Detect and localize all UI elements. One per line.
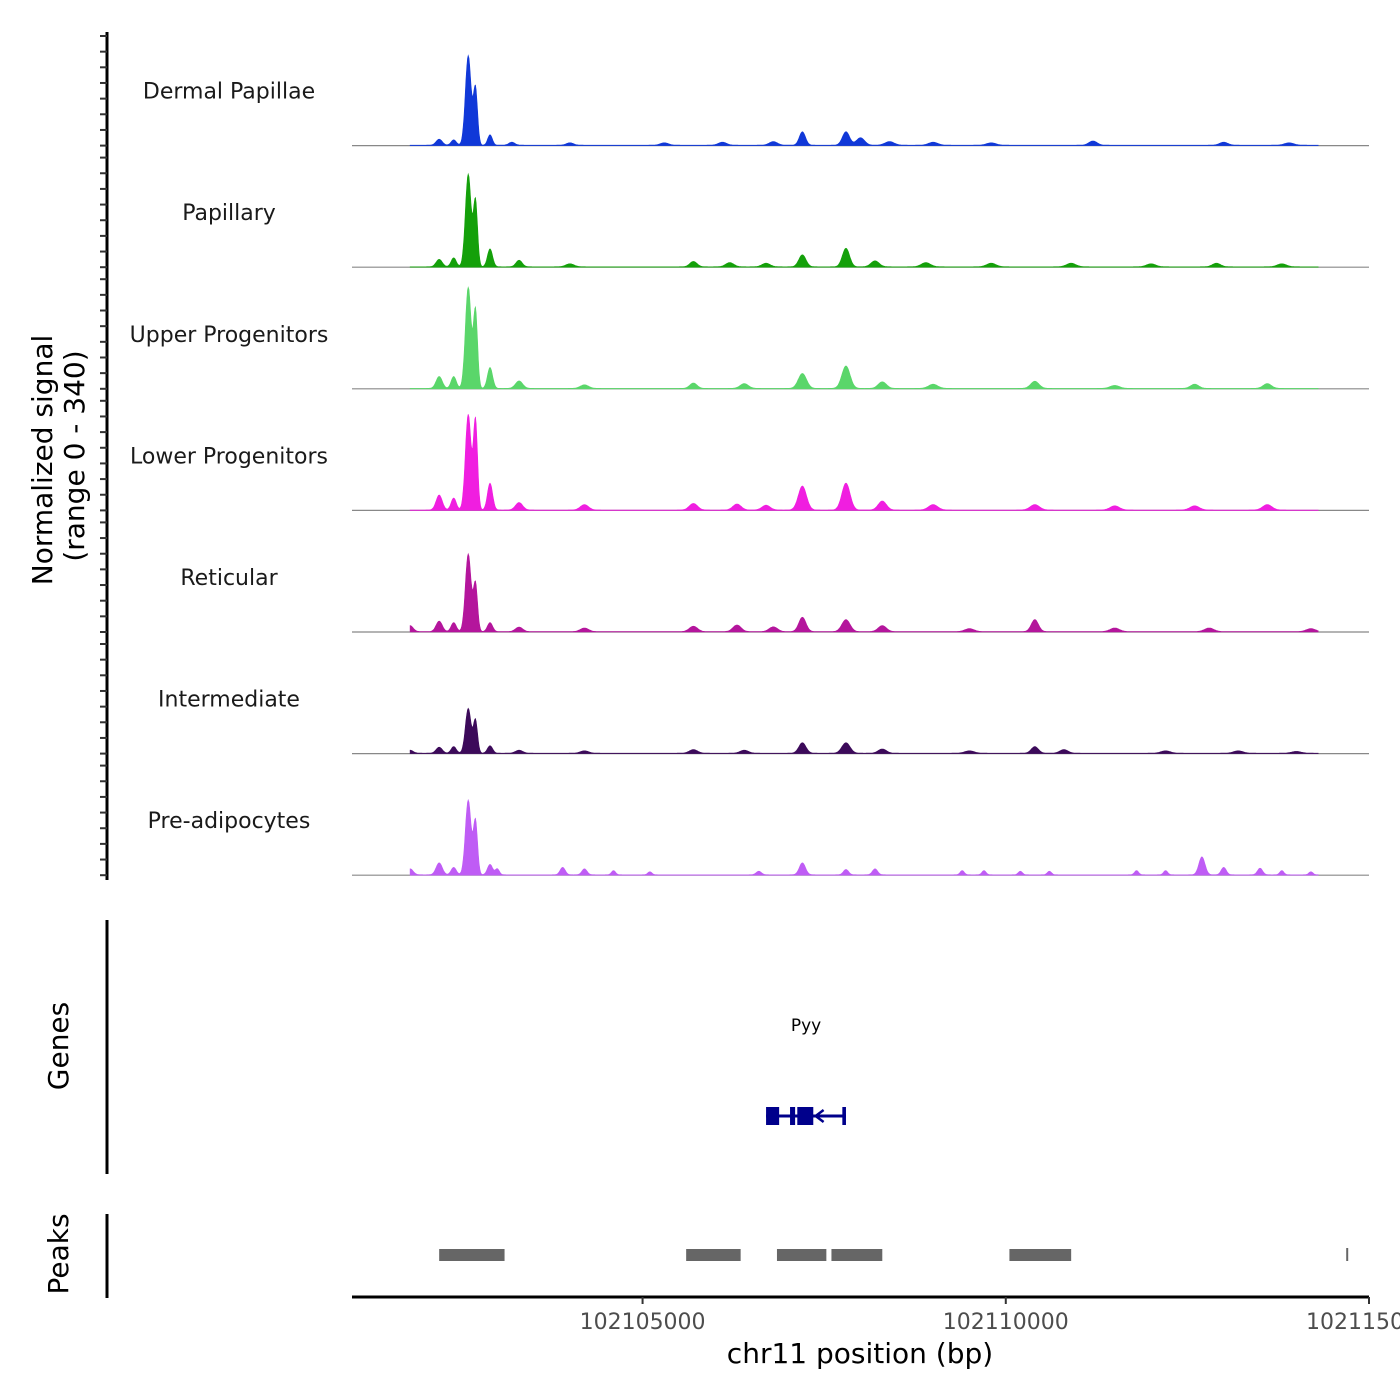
peak-region [831,1249,883,1261]
coverage-area-4 [409,414,1319,511]
track-intermediate: Intermediate [158,688,1369,755]
coverage-area-7 [409,798,1319,876]
peaks-panel: Peaks [42,1213,1349,1298]
track-lower-progenitors: Lower Progenitors [130,414,1369,511]
track-label: Dermal Papillae [143,80,315,105]
track-label: Lower Progenitors [130,444,328,469]
track-label: Reticular [180,566,278,591]
x-tick-label: 102105000 [580,1310,706,1335]
coverage-area-5 [409,552,1319,633]
gene-label: Pyy [791,1016,821,1036]
gene-panel: Genes Pyy [42,920,846,1174]
track-upper-progenitors: Upper Progenitors [130,286,1369,390]
gene-exon [766,1107,780,1125]
peak-region [776,1249,827,1261]
track-papillary: Papillary [182,172,1369,268]
gene-exon [790,1107,796,1125]
track-label: Intermediate [158,688,300,713]
coverage-area-6 [409,707,1319,754]
track-dermal-papillae: Dermal Papillae [143,54,1369,147]
peak-region [439,1249,505,1261]
peaks-panel-title: Peaks [42,1213,75,1294]
gene-exon [797,1107,814,1125]
genes-panel-title: Genes [42,1002,75,1090]
track-reticular: Reticular [180,552,1369,633]
x-tick-label: 102110000 [943,1310,1069,1335]
x-axis-title: chr11 position (bp) [727,1337,993,1370]
coverage-area-1 [409,54,1319,146]
track-label: Papillary [182,201,276,226]
peak-region [1009,1249,1072,1261]
track-label: Upper Progenitors [130,323,329,348]
coverage-area-3 [409,286,1319,390]
x-axis: chr11 position (bp) 102105000 102110000 10… [352,1295,1400,1370]
coverage-area-2 [409,172,1319,268]
coverage-y-axis [100,32,109,880]
gene-strand-arrow [813,1109,825,1123]
peak-region [686,1249,741,1261]
gene-exon [842,1107,846,1125]
gene-pyy: Pyy [766,1016,846,1125]
track-label: Pre-adipocytes [148,809,311,834]
track-pre-adipocytes: Pre-adipocytes [148,798,1369,876]
coverage-y-title-line-1: Normalized signal [26,335,59,586]
coverage-y-title-line-2: (range 0 - 340) [58,350,91,561]
coverage-tracks: Dermal Papillae Papillary Upper Progenitor… [130,54,1369,876]
x-tick-label: 102115000 [1306,1310,1400,1335]
